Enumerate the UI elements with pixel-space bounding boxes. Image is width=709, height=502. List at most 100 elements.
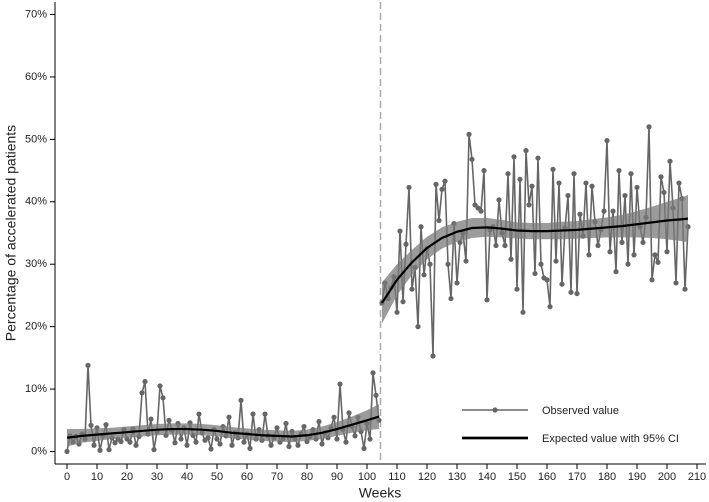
observed-point [373, 392, 379, 398]
y-tick-label: 30% [25, 258, 47, 270]
x-tick-label: 140 [478, 471, 496, 483]
observed-point [673, 280, 679, 286]
observed-point [415, 324, 421, 330]
observed-point [595, 242, 601, 249]
observed-point [502, 242, 508, 249]
x-tick-label: 50 [211, 471, 223, 483]
observed-point [505, 171, 511, 177]
observed-point [316, 418, 322, 425]
observed-point [409, 286, 415, 292]
observed-point [346, 410, 352, 416]
observed-point [574, 290, 580, 297]
observed-point [625, 261, 631, 267]
observed-point [127, 439, 133, 445]
observed-point [601, 208, 607, 214]
observed-point [166, 417, 172, 423]
observed-point [523, 147, 529, 154]
observed-point [361, 445, 367, 451]
observed-point [193, 439, 199, 445]
x-tick-label: 90 [331, 471, 343, 483]
observed-point [568, 289, 574, 295]
y-tick-label: 10% [25, 383, 47, 395]
observed-point [160, 395, 166, 401]
observed-point [652, 252, 658, 258]
observed-point [532, 270, 538, 277]
observed-point [571, 171, 577, 177]
observed-point [352, 433, 358, 439]
observed-point [604, 138, 610, 144]
observed-point [406, 184, 412, 191]
observed-point [607, 249, 613, 255]
x-tick-label: 110 [388, 471, 406, 483]
observed-point [337, 381, 343, 387]
observed-point [103, 422, 109, 428]
observed-point [622, 192, 628, 199]
observed-point [64, 448, 70, 455]
x-tick-label: 200 [658, 471, 676, 483]
observed-point [589, 183, 595, 189]
observed-point [157, 383, 163, 389]
observed-point [445, 261, 451, 267]
observed-point [226, 414, 232, 420]
observed-point [394, 309, 400, 315]
observed-point [91, 442, 97, 448]
observed-point [535, 155, 541, 161]
observed-point [526, 202, 532, 208]
x-tick-label: 120 [418, 471, 436, 483]
observed-point [217, 441, 223, 447]
observed-point [133, 442, 139, 448]
observed-point [142, 378, 148, 385]
observed-point [619, 239, 625, 245]
expected-line [66, 415, 380, 439]
observed-point [319, 441, 325, 447]
observed-point [118, 438, 124, 445]
observed-point [196, 411, 202, 417]
observed-point [430, 353, 436, 359]
observed-point [205, 435, 211, 441]
observed-point [508, 256, 514, 262]
observed-point [295, 442, 301, 448]
x-tick-label: 30 [151, 471, 163, 483]
observed-point [640, 239, 646, 245]
observed-point [556, 180, 562, 186]
y-tick-label: 70% [25, 8, 47, 20]
legend-label: Observed value [542, 405, 619, 417]
observed-point [559, 281, 565, 287]
observed-point [367, 436, 373, 442]
observed-point [583, 180, 589, 186]
observed-point [97, 447, 103, 453]
observed-point [331, 414, 337, 420]
observed-point [421, 272, 427, 278]
observed-point [370, 370, 376, 376]
observed-point [286, 443, 292, 450]
y-tick-label: 60% [25, 71, 47, 83]
x-tick-label: 10 [91, 471, 103, 483]
observed-point [172, 440, 178, 446]
observed-point [85, 362, 91, 368]
x-tick-label: 60 [241, 471, 253, 483]
observed-point [664, 249, 670, 255]
observed-point [418, 224, 424, 230]
y-tick-label: 40% [25, 196, 47, 208]
x-tick-label: 210 [688, 471, 706, 483]
legend-label: Expected value with 95% CI [542, 433, 679, 445]
observed-point [439, 186, 445, 192]
observed-point [520, 309, 526, 315]
observed-point [538, 261, 544, 267]
x-tick-label: 160 [538, 471, 556, 483]
observed-point [268, 442, 274, 448]
observed-point [208, 446, 214, 452]
observed-point [262, 411, 268, 417]
observed-point [454, 280, 460, 286]
observed-point [655, 259, 661, 265]
observed-point [511, 154, 517, 160]
x-tick-label: 100 [358, 471, 376, 483]
observed-point [184, 442, 190, 448]
observed-point [616, 167, 622, 174]
observed-point [463, 258, 469, 264]
observed-point [547, 304, 553, 310]
observed-point [478, 208, 484, 214]
x-tick-label: 150 [508, 471, 526, 483]
observed-point [112, 440, 118, 446]
